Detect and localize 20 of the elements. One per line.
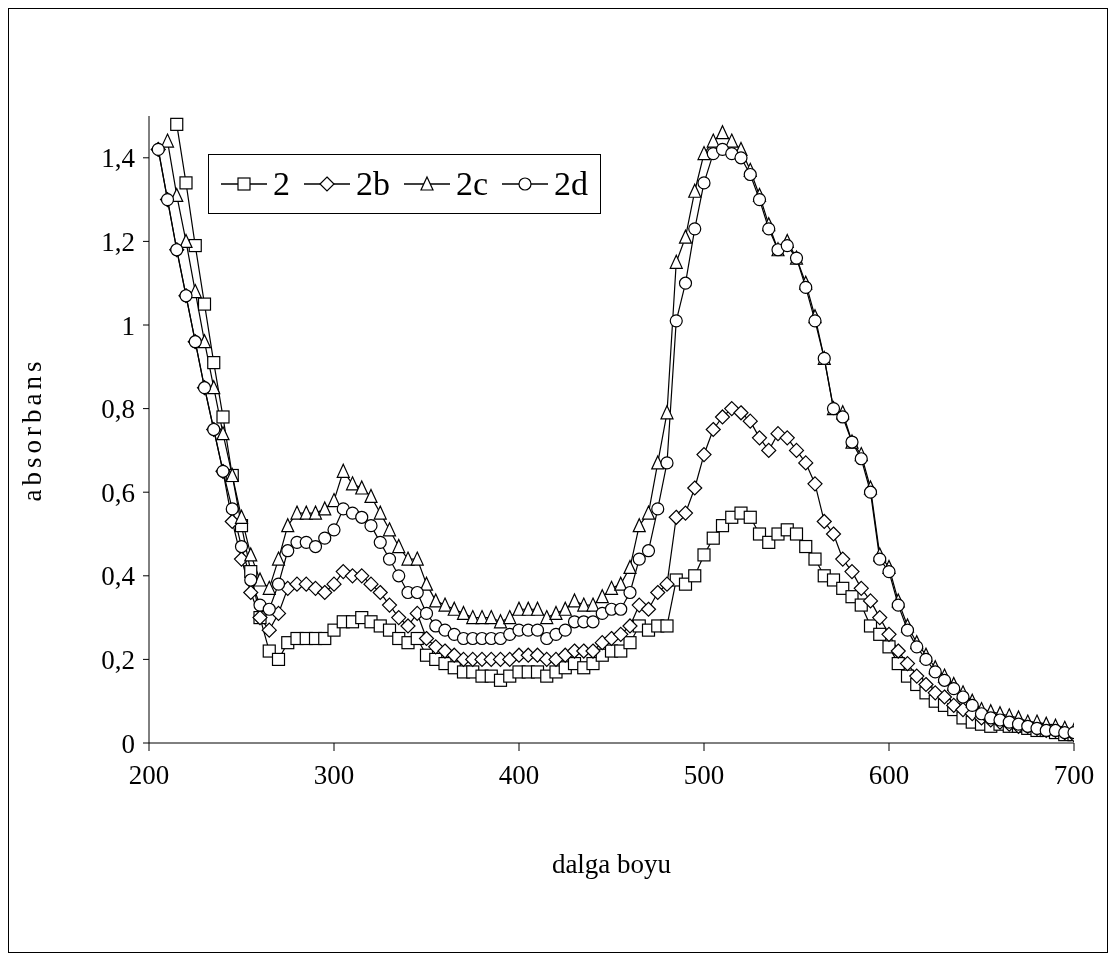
y-tick-label: 0 <box>121 728 135 759</box>
y-tick-label: 0,4 <box>101 561 136 592</box>
legend-label: 2c <box>456 165 489 203</box>
legend-label: 2d <box>554 165 589 203</box>
x-axis-title: dalga boyu <box>551 849 672 879</box>
x-tick-label: 500 <box>683 760 725 791</box>
y-tick-label: 0,2 <box>101 644 135 675</box>
x-tick-label: 400 <box>498 760 540 791</box>
x-tick-label: 700 <box>1053 760 1095 791</box>
y-tick-label: 0,8 <box>101 394 135 425</box>
x-tick-label: 200 <box>128 760 170 791</box>
y-tick-label: 0,6 <box>101 477 135 508</box>
y-tick-label: 1,2 <box>101 226 135 257</box>
x-tick-label: 600 <box>868 760 910 791</box>
y-axis-title: absorbans <box>16 357 47 502</box>
legend-label: 2b <box>356 165 390 203</box>
x-tick-label: 300 <box>313 760 355 791</box>
legend-label: 2 <box>273 165 290 203</box>
y-tick-label: 1 <box>121 310 135 341</box>
y-tick-label: 1,4 <box>101 143 136 174</box>
